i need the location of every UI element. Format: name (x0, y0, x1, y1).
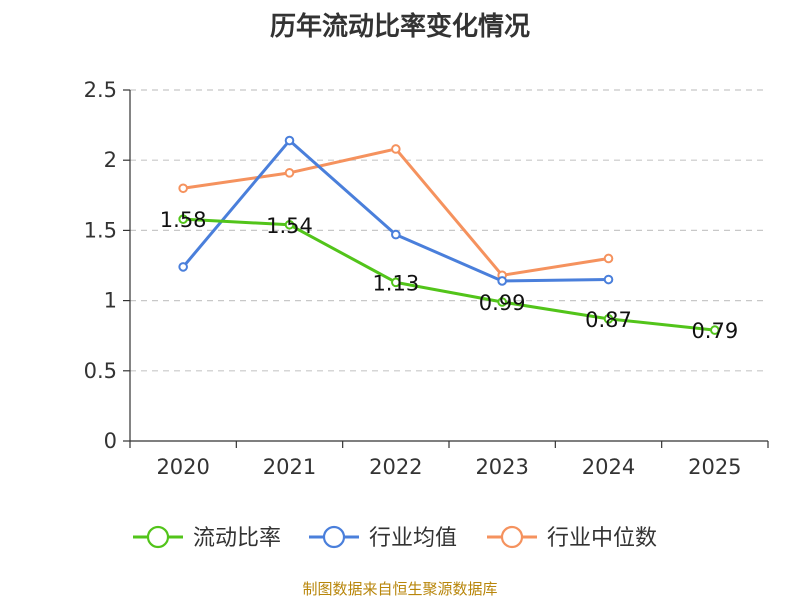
y-tick-label: 1 (104, 289, 117, 313)
data-point (284, 135, 295, 146)
data-point (603, 253, 614, 264)
data-point (497, 297, 507, 307)
legend-label: 流动比率 (193, 526, 281, 551)
y-tick-label: 2.5 (84, 78, 117, 102)
series-line-1 (182, 139, 609, 283)
data-point (710, 325, 720, 335)
data-point (391, 277, 401, 288)
data-label: 1.13 (372, 271, 419, 295)
legend: 流动比率 行业均值 行业中位数 (133, 525, 657, 551)
chart-title: 历年流动比率变化情况 (269, 12, 530, 42)
data-labels: 1.58 1.54 1.13 0.99 0.87 0.79 (160, 208, 738, 343)
x-tick-label: 2023 (475, 455, 528, 479)
legend-item: 行业均值 (309, 525, 457, 551)
y-tick-label: 0 (104, 429, 117, 453)
y-tick-label: 1.5 (84, 218, 117, 242)
data-point (284, 168, 295, 178)
x-tick-label: 2021 (263, 455, 316, 479)
data-point (603, 274, 614, 285)
data-label: 0.79 (691, 319, 738, 343)
legend-item: 流动比率 (133, 525, 281, 551)
data-label: 0.99 (479, 291, 526, 315)
y-tick-label: 2 (104, 148, 117, 172)
data-point (178, 262, 188, 272)
y-tick-label: 0.5 (84, 359, 117, 383)
series-line-0 (183, 217, 715, 332)
data-label: 0.87 (585, 308, 632, 332)
x-tick-label: 2025 (688, 455, 741, 479)
data-point (603, 314, 614, 324)
legend-marker-icon (146, 525, 170, 549)
axes: 0 0.5 1 1.5 2 2.5 2020 2021 2022 2023 2024 2025 (84, 78, 769, 479)
data-point (178, 214, 188, 224)
data-point (178, 183, 188, 194)
series-line-2 (182, 147, 609, 277)
series-layer (178, 135, 720, 335)
data-point (391, 144, 401, 154)
legend-item: 行业中位数 (487, 525, 657, 551)
data-label: 1.58 (160, 208, 207, 232)
legend-marker-icon (322, 525, 346, 549)
data-point (391, 229, 401, 240)
legend-label: 行业均值 (369, 526, 457, 551)
x-tick-label: 2020 (156, 455, 209, 479)
x-tick-label: 2024 (582, 455, 635, 479)
data-point (284, 219, 295, 230)
x-tick-label: 2022 (369, 455, 422, 479)
legend-label: 行业中位数 (547, 526, 657, 551)
grid-lines (130, 89, 768, 372)
legend-marker-icon (500, 525, 524, 549)
source-footer: 制图数据来自恒生聚源数据库 (302, 580, 498, 598)
data-point (497, 276, 507, 286)
data-label: 1.54 (266, 214, 313, 238)
